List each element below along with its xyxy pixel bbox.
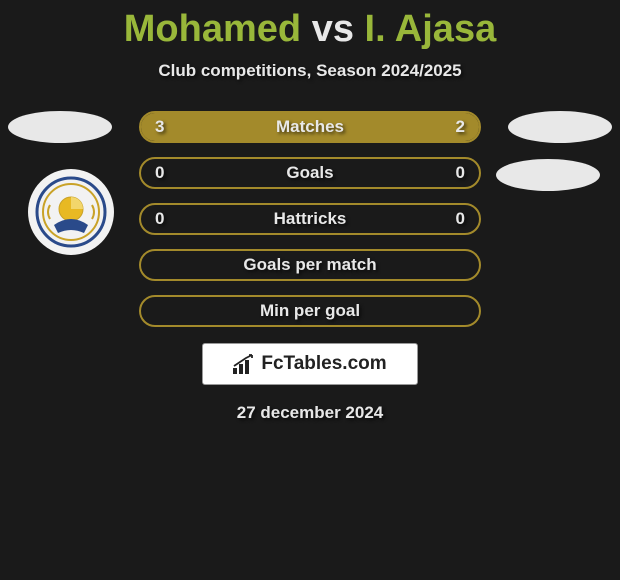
stat-label: Goals <box>286 163 333 183</box>
date-label: 27 december 2024 <box>0 403 620 423</box>
chart-icon <box>233 354 255 374</box>
player1-name: Mohamed <box>124 8 301 50</box>
stat-value-p1: 3 <box>155 117 164 137</box>
page-title: Mohamed vs I. Ajasa <box>0 0 620 51</box>
player2-name: I. Ajasa <box>365 8 497 50</box>
stat-value-p2: 0 <box>456 209 465 229</box>
stat-pill: Min per goal <box>139 295 481 327</box>
stat-pill: 0 0 Goals <box>139 157 481 189</box>
vs-label: vs <box>312 8 354 50</box>
stat-label: Min per goal <box>260 301 360 321</box>
stat-value-p1: 0 <box>155 209 164 229</box>
player2-avatar-placeholder <box>508 111 612 143</box>
stat-row: Min per goal <box>0 295 620 327</box>
player2-club-placeholder <box>496 159 600 191</box>
player1-avatar-placeholder <box>8 111 112 143</box>
brand-text: FcTables.com <box>261 353 386 375</box>
brand-box[interactable]: FcTables.com <box>202 343 418 385</box>
stat-label: Matches <box>276 117 344 137</box>
stat-value-p1: 0 <box>155 163 164 183</box>
stat-label: Hattricks <box>274 209 347 229</box>
subtitle: Club competitions, Season 2024/2025 <box>0 61 620 81</box>
stat-value-p2: 2 <box>456 117 465 137</box>
stat-value-p2: 0 <box>456 163 465 183</box>
stat-pill: 3 2 Matches <box>139 111 481 143</box>
stats-container: 3 2 Matches 0 0 Goals 0 0 Hattricks Goals per mat… <box>0 111 620 327</box>
stat-row: Goals per match <box>0 249 620 281</box>
club-crest-icon <box>34 175 108 249</box>
stat-pill: Goals per match <box>139 249 481 281</box>
player1-club-badge <box>28 169 114 255</box>
stat-label: Goals per match <box>243 255 376 275</box>
stat-pill: 0 0 Hattricks <box>139 203 481 235</box>
